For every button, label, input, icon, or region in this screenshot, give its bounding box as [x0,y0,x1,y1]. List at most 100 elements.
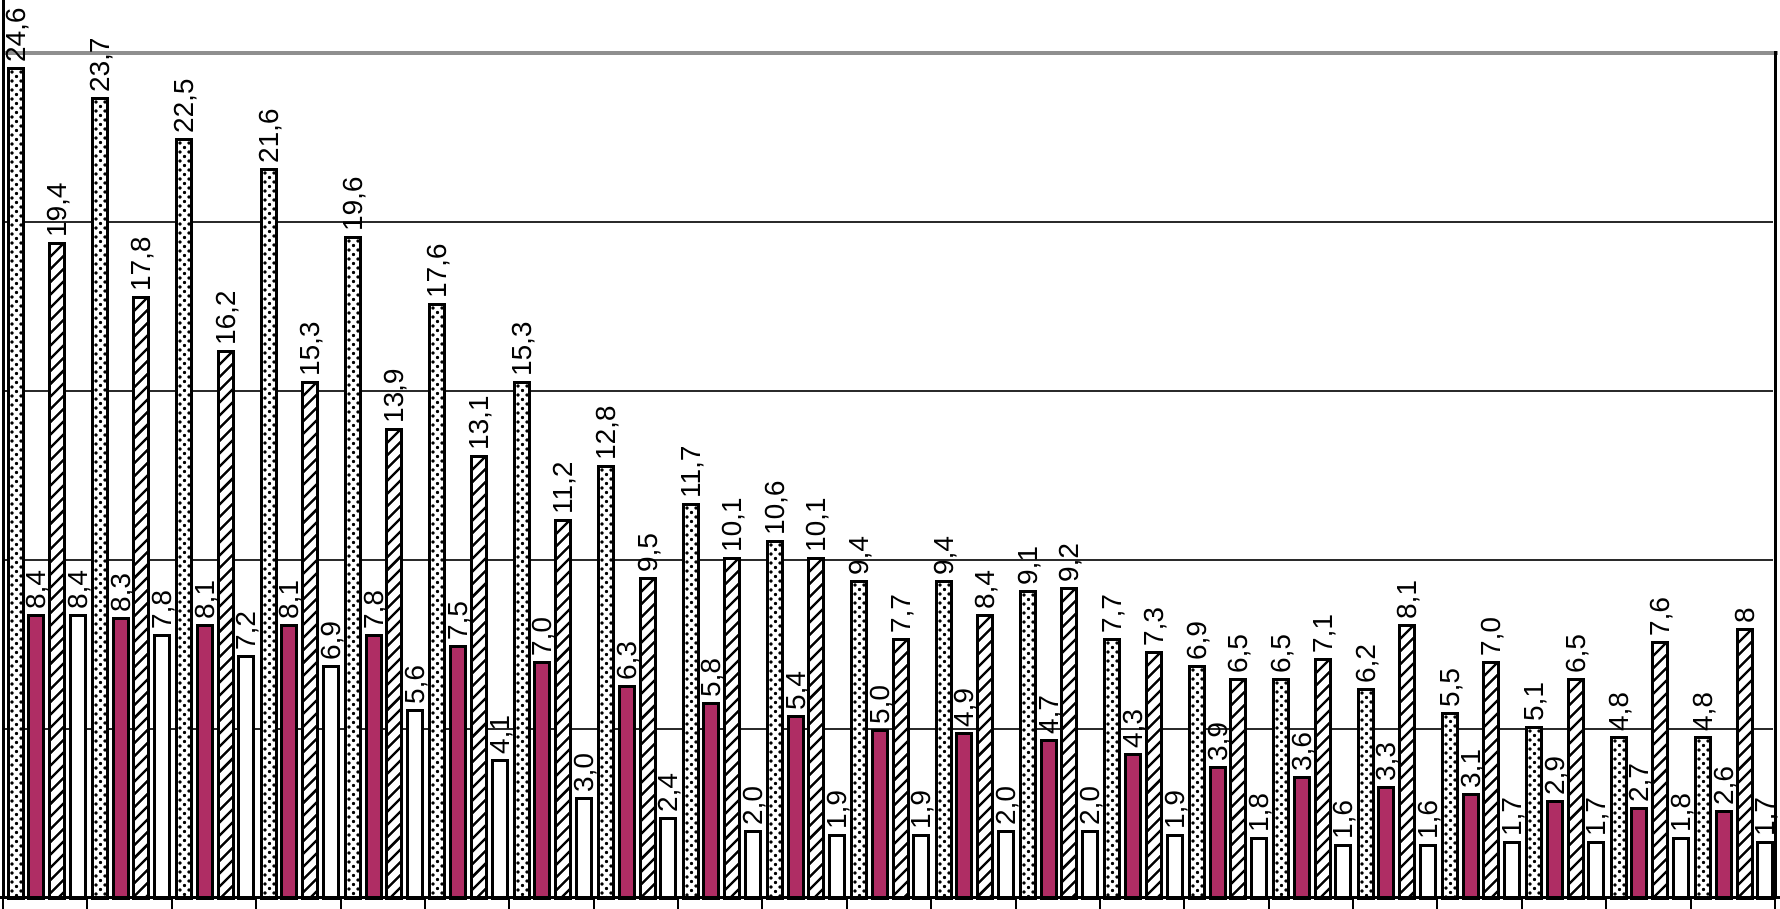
bar-value-label: 2,9 [1539,756,1571,795]
x-axis-tick [2,899,4,909]
bar-dotted [1187,664,1206,900]
x-axis-tick [508,899,511,909]
bar-value-label: 4,3 [1117,708,1149,748]
bar-dotted [90,96,109,900]
bar-solid-magenta [533,661,552,900]
bar-plain-white [152,634,171,900]
bar-value-label: 24,6 [0,7,31,62]
bar-dotted [1525,725,1544,900]
bar-diagonal-hatched [891,637,910,900]
bar-dotted [681,502,700,900]
bar-value-label: 15,3 [294,321,326,376]
bar-dotted [6,66,25,900]
bar-value-label: 22,5 [168,78,200,133]
bar-value-label: 2,6 [1707,766,1739,806]
bar-dotted [259,167,278,900]
bar-dotted [597,465,616,900]
bar-solid-magenta [786,715,805,900]
bar-value-label: 7,3 [1137,607,1169,647]
bar-plain-white [490,759,509,900]
bar-dotted [344,235,363,900]
bar-plain-white [828,833,847,900]
bar-plain-white [1249,837,1268,900]
bar-dotted [428,303,447,900]
bar-value-label: 7,6 [1644,597,1676,637]
bar-diagonal-hatched [132,296,151,900]
bar-value-label: 8,1 [273,580,305,620]
bar-value-label: 5,0 [864,685,895,724]
x-axis-tick [1773,899,1776,909]
bar-dotted [175,137,194,900]
bar-value-label: 6,5 [1265,634,1297,674]
bar-solid-magenta [280,624,299,900]
bar-value-label: 5,5 [1433,668,1465,708]
bar-value-label: 9,4 [927,536,959,576]
bar-value-label: 17,6 [421,243,453,299]
bar-dotted [1694,735,1713,900]
bar-plain-white [1165,833,1184,900]
bar-value-label: 8,1 [1390,580,1422,620]
bar-plain-white [1756,840,1775,900]
y-gridline [4,390,1773,392]
bar-value-label: 3,3 [1370,742,1402,782]
bar-value-label: 8,3 [104,573,136,613]
x-axis-tick [1352,899,1355,909]
bar-value-label: 1,8 [1242,793,1274,833]
bar-diagonal-hatched [469,455,488,900]
bar-solid-magenta [1124,752,1143,900]
bar-solid-magenta [1714,810,1733,900]
bar-value-label: 13,1 [462,395,494,451]
bar-diagonal-hatched [216,350,235,900]
bar-solid-magenta [1461,793,1480,900]
bar-value-label: 11,7 [674,445,706,498]
bar-value-label: 6,9 [314,620,346,660]
bar-value-label: 19,6 [337,176,369,231]
bar-diagonal-hatched [1735,627,1754,900]
bar-value-label: 4,1 [483,715,515,755]
bar-diagonal-hatched [1313,658,1332,900]
bar-value-label: 10,1 [715,497,747,552]
bar-value-label: 2,0 [989,786,1021,826]
bar-solid-magenta [617,685,636,900]
bar-value-label: 1,9 [1158,789,1190,829]
bar-plain-white [1503,840,1522,900]
bar-value-label: 5,4 [779,671,811,711]
bar-diagonal-hatched [1651,641,1670,900]
bar-value-label: 19,4 [40,182,72,238]
bar-dotted [1019,590,1038,900]
bar-plain-white [996,830,1015,900]
bar-value-label: 8,4 [20,570,52,610]
bar-value-label: 3,9 [1201,722,1233,762]
bar-plain-white [237,654,256,900]
bar-plain-white [1587,840,1606,900]
bar-value-label: 13,9 [378,368,410,424]
bar-diagonal-hatched [976,614,995,900]
bar-diagonal-hatched [1482,661,1501,900]
bar-plain-white [1418,843,1437,900]
x-axis-tick [170,899,173,909]
bar-diagonal-hatched [385,428,404,900]
bar-dotted [1272,678,1291,900]
x-axis-tick [930,899,933,909]
bar-value-label: 7,0 [1475,617,1507,657]
bar-value-label: 1,7 [1496,796,1528,836]
bar-value-label: 1,7 [1580,796,1612,836]
bar-value-label: 11,2 [547,462,579,515]
bar-diagonal-hatched [301,380,320,900]
x-axis-tick [677,899,680,909]
bar-solid-magenta [195,624,214,900]
bar-diagonal-hatched [1060,587,1079,900]
x-axis-tick [761,899,764,909]
bar-solid-magenta [1546,799,1565,900]
bar-value-label: 5,8 [695,658,727,697]
plot-left-border [2,0,5,897]
bar-diagonal-hatched [554,519,573,900]
bar-value-label: 16,2 [209,290,241,346]
bar-value-label: 8,4 [969,570,1001,610]
x-axis-tick [1605,899,1608,909]
bar-dotted [850,580,869,900]
bar-diagonal-hatched [47,242,66,900]
bar-dotted [512,380,531,900]
bar-value-label: 5,1 [1518,681,1550,721]
